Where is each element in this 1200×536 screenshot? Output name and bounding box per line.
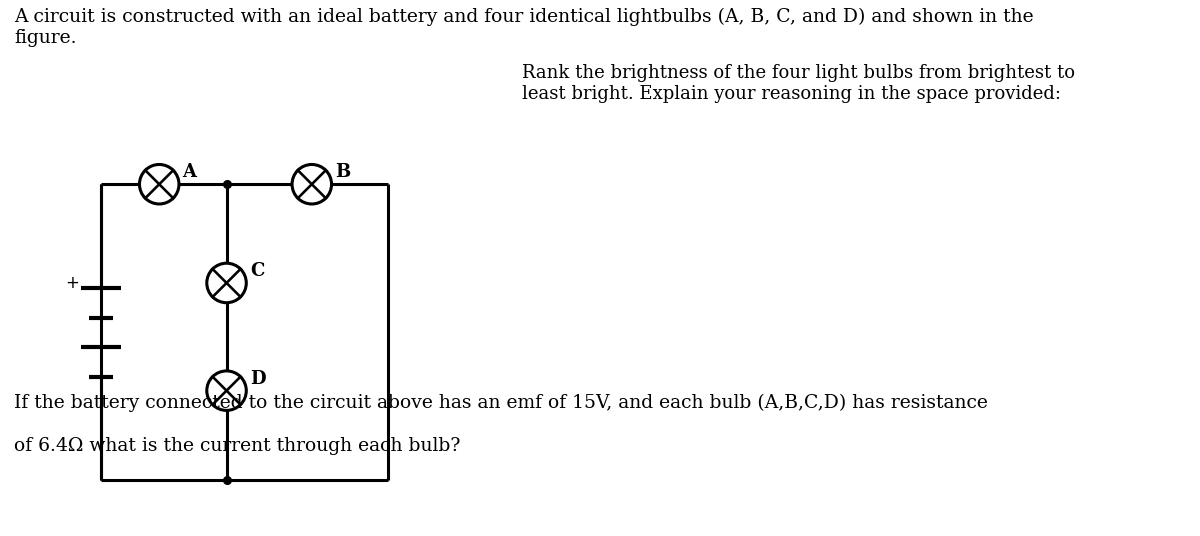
Text: If the battery connected to the circuit above has an emf of 15V, and each bulb (: If the battery connected to the circuit …: [14, 394, 989, 412]
Text: A: A: [182, 163, 197, 181]
Text: C: C: [250, 262, 264, 280]
Text: of 6.4Ω what is the current through each bulb?: of 6.4Ω what is the current through each…: [14, 437, 461, 455]
Text: +: +: [65, 274, 79, 293]
Text: Rank the brightness of the four light bulbs from brightest to
least bright. Expl: Rank the brightness of the four light bu…: [522, 64, 1075, 103]
Text: A circuit is constructed with an ideal battery and four identical lightbulbs (A,: A circuit is constructed with an ideal b…: [14, 8, 1034, 47]
Text: D: D: [250, 370, 265, 388]
Text: B: B: [335, 163, 350, 181]
